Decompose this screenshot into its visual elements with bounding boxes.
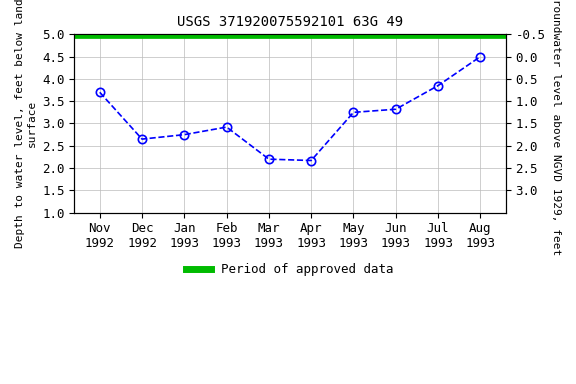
Legend: Period of approved data: Period of approved data bbox=[181, 258, 399, 281]
Y-axis label: Groundwater level above NGVD 1929, feet: Groundwater level above NGVD 1929, feet bbox=[551, 0, 561, 255]
Y-axis label: Depth to water level, feet below land
surface: Depth to water level, feet below land su… bbox=[15, 0, 37, 248]
Title: USGS 371920075592101 63G 49: USGS 371920075592101 63G 49 bbox=[177, 15, 403, 29]
